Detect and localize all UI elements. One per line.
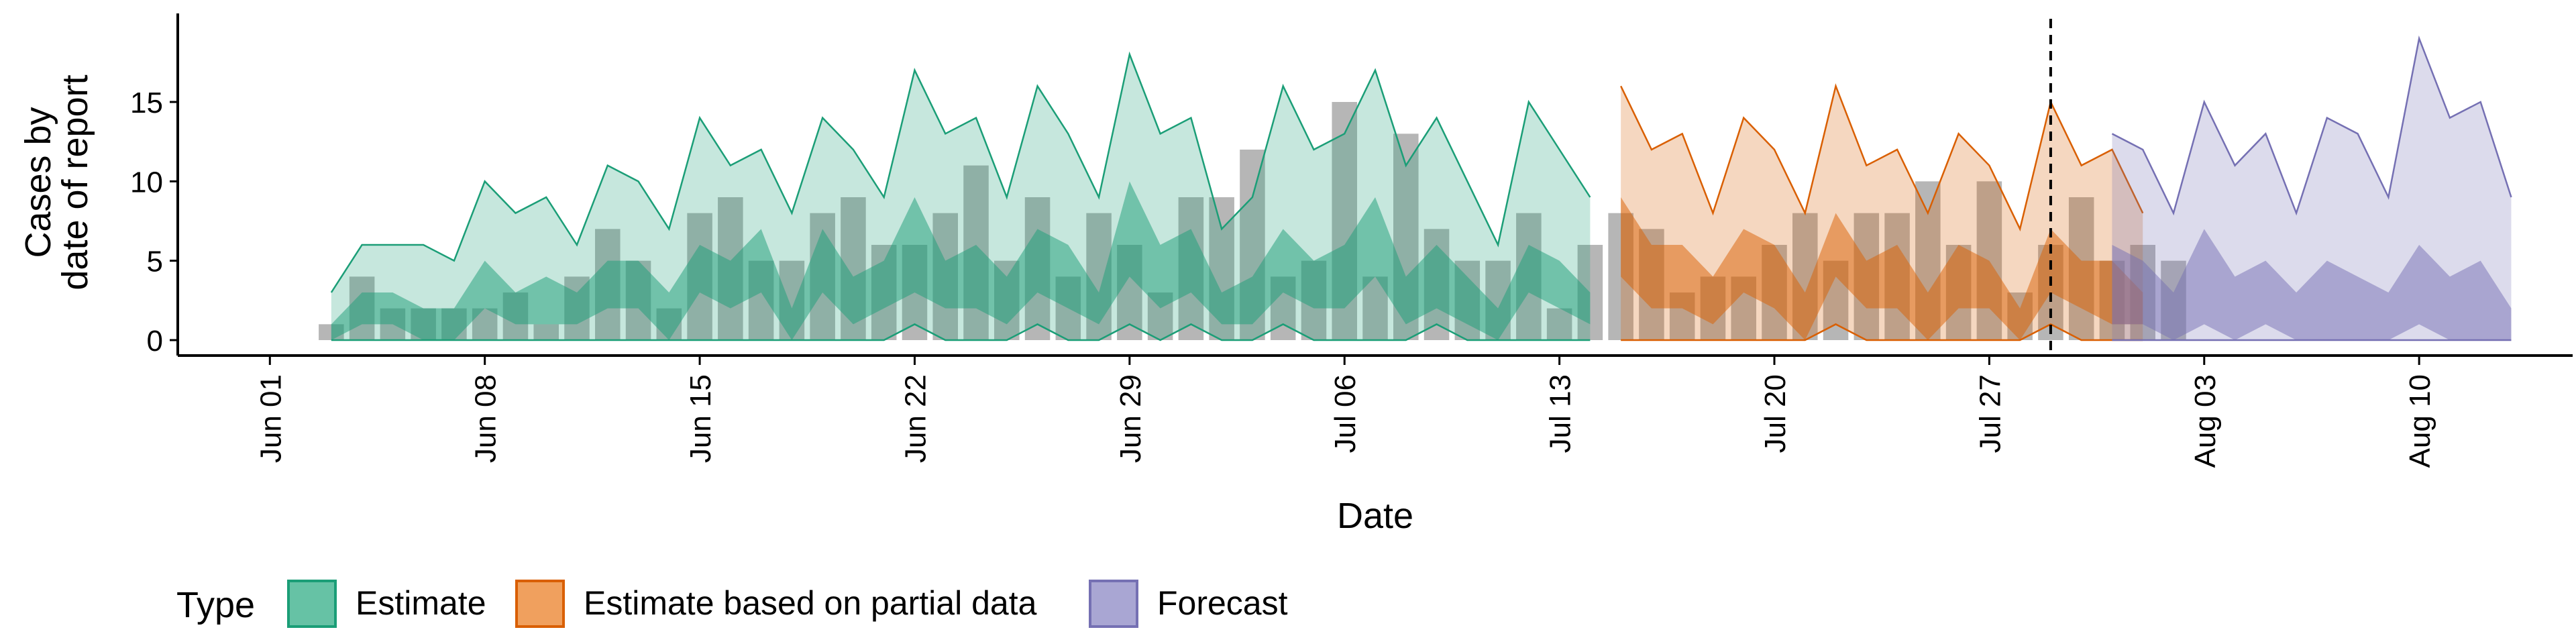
legend-title: Type <box>176 585 255 625</box>
y-tick-label: 10 <box>130 166 163 199</box>
estimate-bands <box>330 35 2512 341</box>
band-lower-edge-1 <box>1621 323 2143 341</box>
x-tick-label: Jul 27 <box>1974 374 2006 453</box>
y-tick-label: 15 <box>130 87 163 119</box>
x-tick-label: Jun 08 <box>470 374 502 463</box>
band-upper-edge-0 <box>330 51 1591 293</box>
x-tick-label: Aug 03 <box>2189 374 2222 468</box>
x-tick-label: Jun 01 <box>254 374 287 463</box>
observed-cases-bar <box>1546 308 1572 340</box>
band-lower-edge-0 <box>331 323 1591 341</box>
x-tick-label: Jul 06 <box>1329 374 1362 453</box>
band-50-1 <box>1621 197 2143 340</box>
y-tick-label: 5 <box>147 246 163 278</box>
band-upper-edge-1 <box>1620 83 2144 232</box>
x-tick-label: Jun 15 <box>684 374 717 463</box>
band-50-2 <box>2112 229 2512 340</box>
y-axis-label-line-2: date of report <box>55 74 95 290</box>
legend-key-2 <box>1089 580 1138 628</box>
observed-cases-bar <box>533 324 559 340</box>
band-upper-edge-2 <box>2111 35 2512 216</box>
legend: Type Estimate Estimate based on partial d… <box>176 580 1288 628</box>
x-axis-label: Date <box>1337 496 1413 536</box>
axes: 0 5 10 15 Jun 01 Jun 08 Jun 15 Jun 22 Jun 29 Jul … <box>130 13 2573 468</box>
x-tick-label: Jun 29 <box>1114 374 1147 463</box>
legend-key-1 <box>515 580 565 628</box>
legend-label-2: Forecast <box>1157 584 1288 622</box>
band-50-0 <box>331 181 1591 340</box>
x-tick-label: Aug 10 <box>2404 374 2436 468</box>
legend-key-0 <box>287 580 337 628</box>
legend-label-1: Estimate based on partial data <box>584 584 1037 622</box>
x-tick-label: Jul 13 <box>1544 374 1577 453</box>
y-tick-label: 0 <box>147 325 163 358</box>
x-tick-label: Jul 20 <box>1759 374 1792 453</box>
legend-label-0: Estimate <box>356 584 486 622</box>
y-axis-label-line-1: Cases by <box>18 107 58 258</box>
x-tick-label: Jun 22 <box>899 374 932 463</box>
